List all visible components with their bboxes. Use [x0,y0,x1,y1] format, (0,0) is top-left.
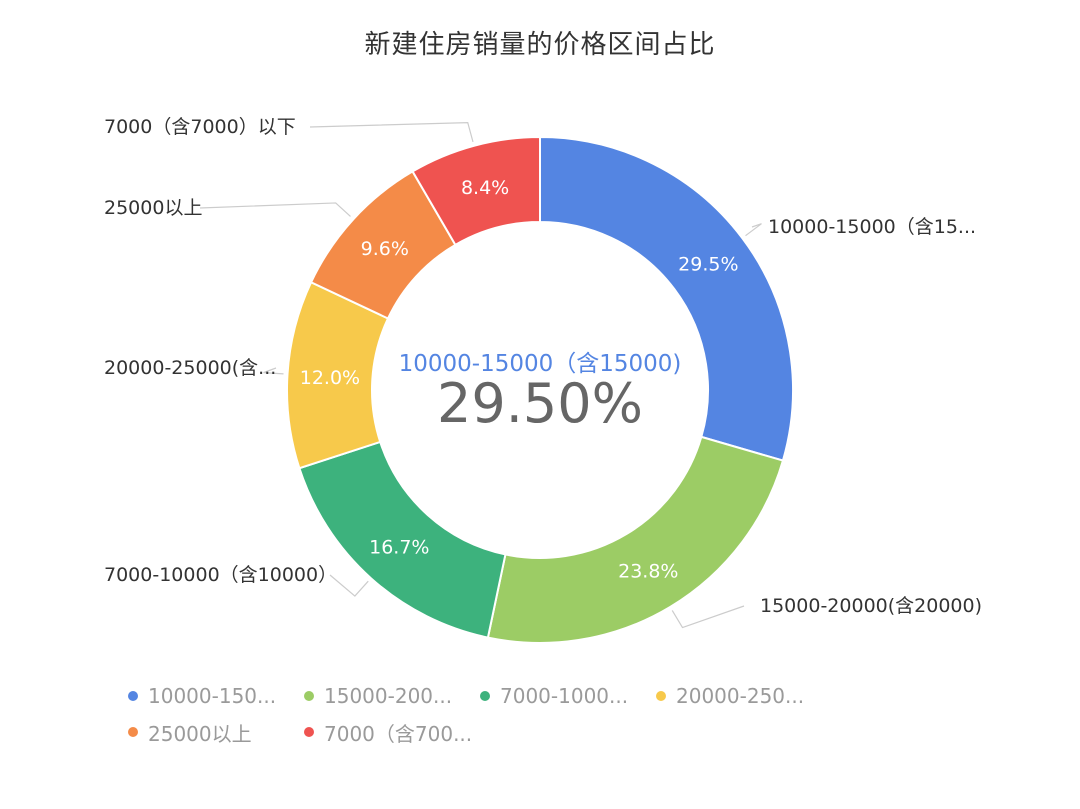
legend-dot-icon [128,691,138,701]
slice-outer-label: 7000-10000（含10000） [104,564,337,586]
legend-item[interactable]: 10000-150... [128,683,304,709]
legend-item[interactable]: 25000以上 [128,719,304,746]
slice-outer-label: 15000-20000(含20000) [760,595,982,617]
legend-label: 10000-150... [148,684,277,708]
legend-item[interactable]: 7000-1000... [480,683,656,709]
legend-dot-icon [128,727,138,737]
slice-outer-label: 25000以上 [104,197,202,219]
legend-label: 25000以上 [148,721,252,746]
leader-line [745,223,762,237]
legend-dot-icon [656,691,666,701]
legend-dot-icon [304,727,314,737]
leader-line [671,605,745,629]
slice-percent-label: 9.6% [361,238,409,260]
slice-outer-label: 10000-15000（含15... [768,216,976,238]
slice-percent-label: 23.8% [618,561,678,583]
legend-label: 15000-200... [324,684,453,708]
donut-slice [486,435,785,644]
legend-dot-icon [304,691,314,701]
slice-percent-label: 16.7% [369,537,429,559]
slice-percent-label: 29.5% [678,254,738,276]
center-slice-name: 10000-15000（含15000) [398,351,682,377]
slice-percent-label: 12.0% [300,367,360,389]
leader-line [263,367,284,375]
legend-label: 20000-250... [676,684,805,708]
donut-slice [411,135,541,247]
leader-line [329,574,369,597]
slice-outer-label: 7000（含7000）以下 [104,116,296,138]
slice-percent-label: 8.4% [461,177,509,199]
chart-legend: 10000-150... 15000-200... 7000-1000... 2000… [128,683,988,746]
donut-slice [539,135,794,462]
legend-item[interactable]: 7000（含700... [304,719,480,746]
leader-line [199,202,351,217]
legend-label: 7000（含700... [324,721,473,746]
center-slice-value: 29.50% [437,372,643,435]
chart-title: 新建住房销量的价格区间占比 [364,30,716,60]
legend-item[interactable]: 20000-250... [656,683,832,709]
leader-line [309,121,474,143]
slice-outer-label: 20000-25000(含... [104,357,276,379]
legend-item[interactable]: 15000-200... [304,683,480,709]
legend-dot-icon [480,691,490,701]
legend-label: 7000-1000... [500,684,629,708]
